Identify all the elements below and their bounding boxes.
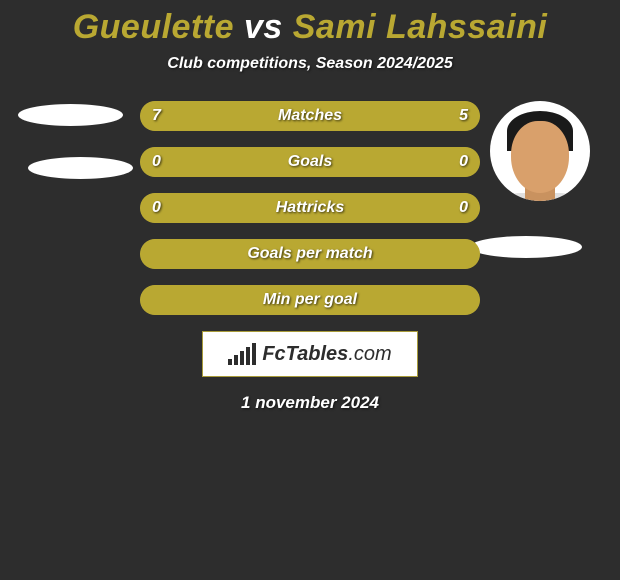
bar-chart-icon: [228, 343, 256, 365]
stat-value-right: 5: [459, 107, 468, 125]
stat-row: 0 0 Goals: [140, 147, 480, 177]
decor-ellipse: [28, 157, 133, 179]
stat-value-left: 0: [152, 199, 161, 217]
subtitle: Club competitions, Season 2024/2025: [0, 55, 620, 73]
stat-label: Goals: [288, 153, 332, 171]
title-player-right: Sami Lahssaini: [293, 8, 548, 46]
stat-value-left: 0: [152, 153, 161, 171]
wm-bar-segment: [252, 343, 256, 365]
watermark: FcTables.com: [202, 331, 418, 377]
stat-row: Goals per match: [140, 239, 480, 269]
stat-value-right: 0: [459, 153, 468, 171]
bar-fill-right: [310, 147, 480, 177]
avatar-face-icon: [490, 101, 590, 201]
title-vs: vs: [244, 8, 283, 46]
title-player-left: Gueulette: [73, 8, 234, 46]
stat-label: Min per goal: [263, 291, 357, 309]
stat-label: Matches: [278, 107, 342, 125]
watermark-text: FcTables.com: [262, 343, 391, 366]
avatar-right-area: [490, 101, 590, 201]
wm-bar-segment: [240, 351, 244, 365]
stat-value-right: 0: [459, 199, 468, 217]
date-label: 1 november 2024: [0, 393, 620, 413]
bar-fill-left: [140, 147, 310, 177]
stat-value-left: 7: [152, 107, 161, 125]
stat-label: Goals per match: [247, 245, 372, 263]
stat-label: Hattricks: [276, 199, 344, 217]
wm-bar-segment: [246, 347, 250, 365]
decor-ellipse: [18, 104, 123, 126]
watermark-suffix: .com: [348, 343, 391, 365]
stats-bars: 7 5 Matches 0 0 Goals 0 0 Hattricks Goals per mat…: [140, 101, 480, 315]
stat-row: 7 5 Matches: [140, 101, 480, 131]
stat-row: Min per goal: [140, 285, 480, 315]
comparison-content: 7 5 Matches 0 0 Goals 0 0 Hattricks Goals per mat…: [0, 101, 620, 413]
player-right-avatar: [490, 101, 590, 201]
wm-bar-segment: [228, 359, 232, 365]
decor-ellipse: [470, 236, 582, 258]
watermark-main: FcTables: [262, 343, 348, 365]
wm-bar-segment: [234, 355, 238, 365]
page-title: Gueulette vs Sami Lahssaini: [0, 0, 620, 47]
stat-row: 0 0 Hattricks: [140, 193, 480, 223]
